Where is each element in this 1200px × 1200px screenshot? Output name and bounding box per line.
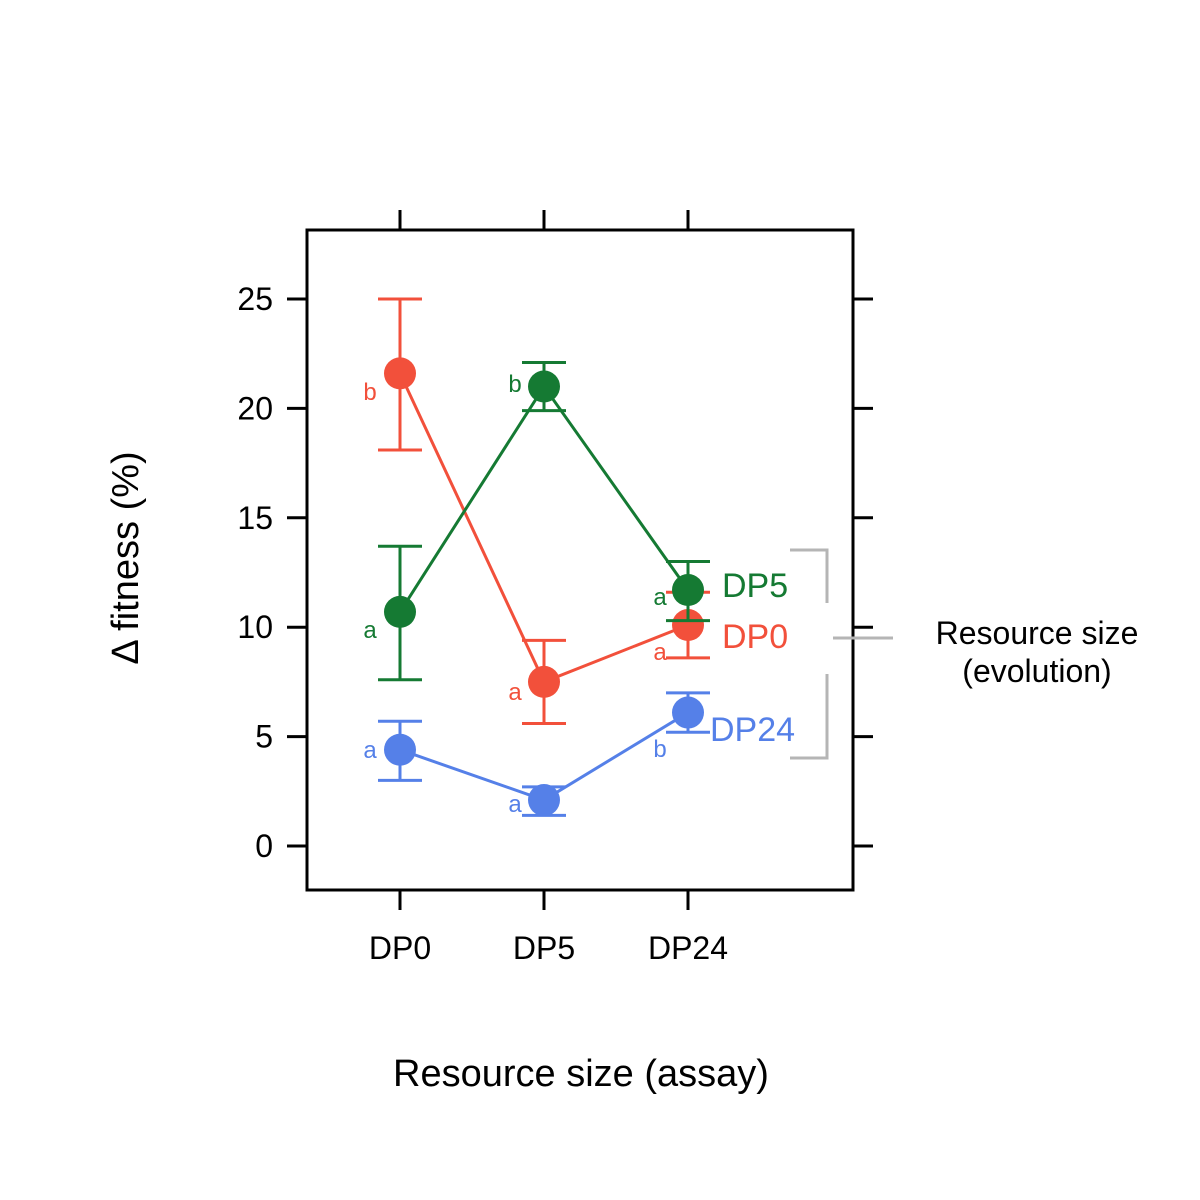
series-dp5: a b a DP5 xyxy=(363,360,788,682)
significance-letter: a xyxy=(363,617,377,644)
data-point xyxy=(528,665,560,698)
data-point xyxy=(384,733,416,766)
significance-letter: b xyxy=(508,371,521,398)
y-tick-label: 25 xyxy=(237,281,273,317)
x-tick-label: DP0 xyxy=(369,930,431,966)
series-label: DP24 xyxy=(710,711,795,749)
y-tick-label: 15 xyxy=(237,500,273,536)
series-dp0: b a a DP0 xyxy=(363,297,788,725)
y-tick-label: 20 xyxy=(237,390,273,426)
x-tick-label: DP24 xyxy=(648,930,728,966)
data-point xyxy=(672,696,704,729)
series-label: DP5 xyxy=(722,567,788,605)
legend-title-line2: (evolution) xyxy=(962,653,1111,689)
x-axis-title: Resource size (assay) xyxy=(393,1053,769,1095)
significance-letter: a xyxy=(653,584,667,611)
y-axis-title: Δ fitness (%) xyxy=(105,451,147,664)
legend-layer: Resource size(evolution) xyxy=(790,548,1139,760)
significance-letter: a xyxy=(653,639,667,666)
ticks-layer: 0 5 10 15 20 25 DP0 DP5 DP24 xyxy=(237,210,873,966)
significance-letter: a xyxy=(363,737,377,764)
plot-frame xyxy=(305,228,855,892)
legend-bracket-bottom xyxy=(790,674,829,760)
significance-letter: b xyxy=(363,379,376,406)
data-point xyxy=(672,574,704,607)
data-point xyxy=(672,609,704,642)
significance-letter: a xyxy=(508,791,522,818)
series-line xyxy=(398,383,690,613)
legend-bracket-top xyxy=(790,548,829,603)
data-point xyxy=(528,784,560,817)
series-layer: b a a DP0 a b a DP5 a a b DP24 xyxy=(363,297,795,818)
data-point xyxy=(528,370,560,403)
x-tick-label: DP5 xyxy=(513,930,575,966)
significance-letter: b xyxy=(653,736,666,763)
data-point xyxy=(384,595,416,628)
series-dp24: a a b DP24 xyxy=(363,691,795,818)
series-label: DP0 xyxy=(722,618,788,656)
y-tick-label: 5 xyxy=(255,719,273,755)
significance-letter: a xyxy=(508,679,522,706)
data-point xyxy=(384,357,416,390)
legend-title-line1: Resource size xyxy=(936,615,1139,651)
plot-frame-layer xyxy=(305,228,855,892)
y-tick-label: 10 xyxy=(237,609,273,645)
y-tick-label: 0 xyxy=(255,828,273,864)
